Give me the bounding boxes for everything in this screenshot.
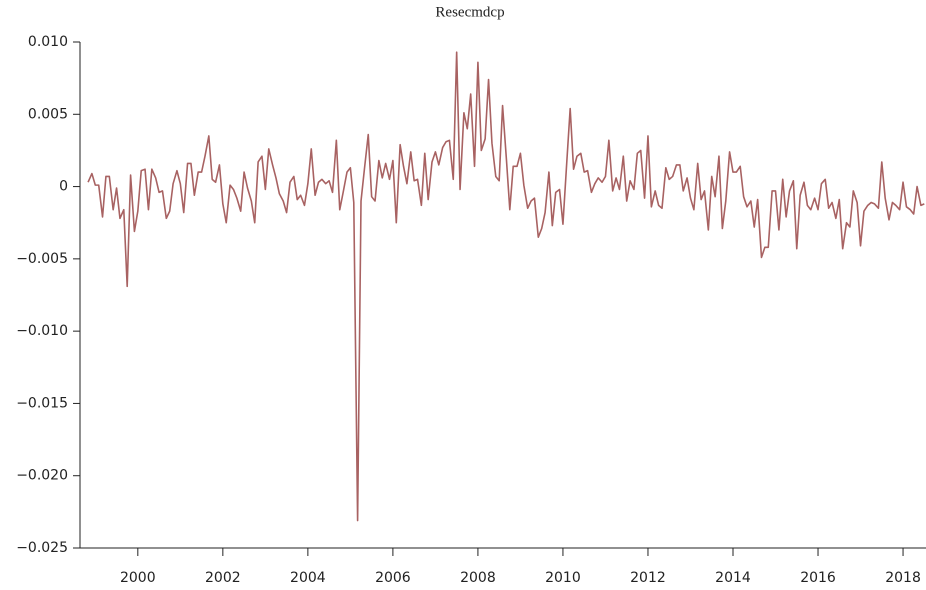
- chart-title: Resecmdcp: [435, 4, 504, 20]
- x-tick-label: 2006: [375, 570, 411, 586]
- x-tick-label: 2016: [800, 570, 836, 586]
- x-tick-label: 2004: [290, 570, 326, 586]
- x-tick-label: 2010: [545, 570, 581, 586]
- line-series: [87, 51, 925, 522]
- x-tick-label: 2012: [630, 570, 666, 586]
- y-tick-label: −0.015: [16, 395, 68, 411]
- y-tick-label: 0.010: [28, 34, 68, 50]
- y-tick-label: −0.020: [16, 468, 68, 484]
- y-tick-label: −0.025: [16, 540, 68, 556]
- y-tick-label: 0.005: [28, 106, 68, 122]
- y-tick-label: −0.010: [16, 323, 68, 339]
- x-tick-label: 2002: [205, 570, 241, 586]
- y-tick-label: 0: [59, 179, 68, 195]
- x-tick-label: 2014: [715, 570, 751, 586]
- x-tick-label: 2000: [120, 570, 156, 586]
- y-tick-label: −0.005: [16, 251, 68, 267]
- x-tick-label: 2018: [885, 570, 921, 586]
- x-tick-label: 2008: [460, 570, 496, 586]
